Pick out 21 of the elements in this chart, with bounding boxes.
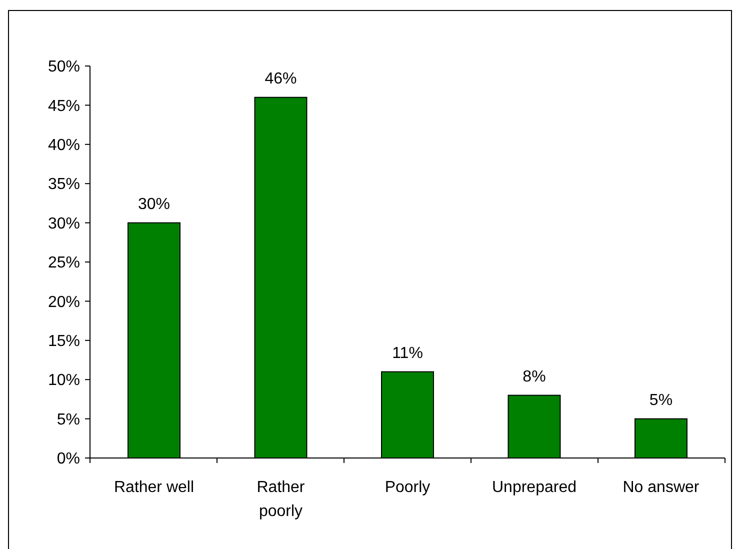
x-tick-label: Rather well (114, 479, 194, 496)
x-tick-label: No answer (622, 479, 700, 496)
y-tick-label: 5% (56, 411, 80, 428)
y-tick-label: 10% (48, 372, 80, 390)
y-tick-label: 40% (48, 137, 80, 154)
data-label: 11% (392, 344, 423, 362)
y-tick-label: 35% (48, 176, 80, 194)
y-tick-label: 25% (48, 254, 80, 272)
y-tick-label: 30% (48, 215, 80, 232)
y-tick-label: 15% (48, 333, 80, 350)
x-tick-label: Unprepared (492, 479, 576, 496)
x-tick-label: Poorly (384, 479, 430, 496)
data-label: 5% (649, 392, 673, 409)
data-label: 46% (264, 70, 297, 88)
y-tick-label: 20% (48, 294, 80, 311)
y-tick-label: 0% (56, 450, 80, 468)
y-tick-label: 45% (48, 98, 80, 115)
data-label: 8% (522, 368, 546, 386)
y-tick-label: 50% (48, 58, 80, 76)
data-label: 30% (138, 196, 170, 213)
x-tick-label: Rather poorly (256, 479, 306, 520)
